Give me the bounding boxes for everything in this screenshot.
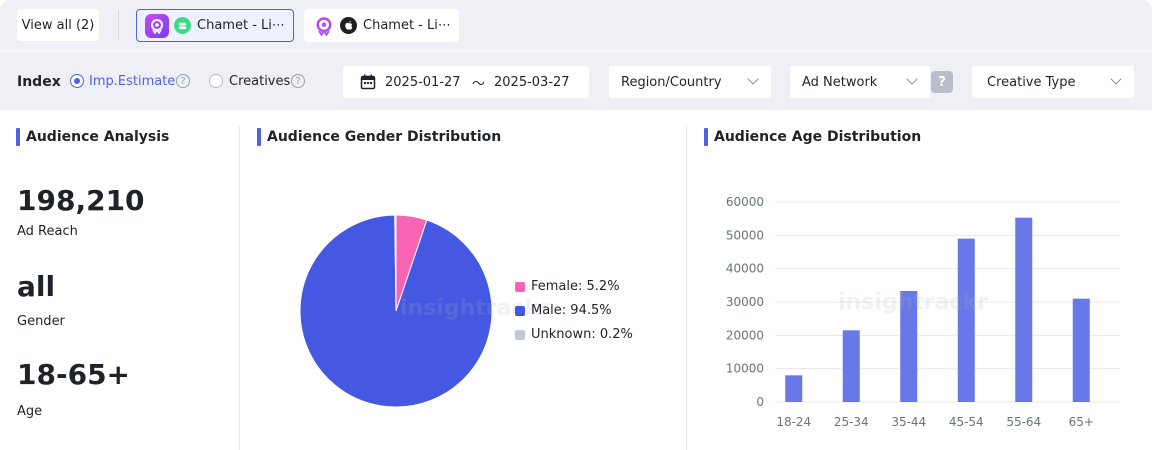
ad-network-select[interactable]: Ad Network	[790, 66, 930, 98]
gender-value: all	[17, 270, 56, 303]
legend-label: Unknown: 0.2%	[531, 327, 633, 342]
watermark: insightrackr	[838, 290, 988, 315]
date-separator: 〜	[472, 76, 486, 92]
x-tick-label: 45-54	[949, 415, 984, 429]
creatives-radio[interactable]	[209, 74, 223, 88]
y-tick-label: 60000	[726, 195, 764, 209]
imp-estimate-label[interactable]: Imp.Estimate	[89, 74, 176, 89]
legend-label: Male: 94.5%	[531, 303, 612, 318]
app-tab-ios[interactable]: Chamet - Li⋯	[304, 9, 459, 42]
y-tick-label: 50000	[726, 228, 764, 242]
app-tab-android[interactable]: Chamet - Li⋯	[136, 9, 294, 42]
age-label: Age	[17, 404, 43, 419]
creatives-label[interactable]: Creatives	[229, 74, 291, 89]
panel-divider	[686, 126, 687, 450]
y-tick-label: 30000	[726, 295, 764, 309]
legend-swatch	[515, 329, 525, 340]
tab-separator	[118, 10, 119, 40]
chevron-down-icon	[1110, 73, 1122, 85]
audience-analysis-title: Audience Analysis	[16, 128, 169, 146]
chevron-down-icon	[747, 73, 759, 85]
ad-reach-label: Ad Reach	[17, 224, 78, 239]
age-bar-chart: 60000 50000 40000 30000 20000 10000 0 18-24 25-3…	[726, 195, 1120, 429]
creative-type-select[interactable]: Creative Type	[972, 66, 1134, 98]
calendar-icon	[360, 74, 376, 94]
legend-swatch	[515, 281, 525, 292]
apple-icon	[340, 17, 357, 34]
legend-female: Female: 5.2%	[515, 279, 620, 294]
ad-reach-value: 198,210	[17, 184, 145, 217]
y-tick-label: 20000	[726, 328, 764, 342]
chevron-down-icon	[906, 73, 918, 85]
ad-network-select-label: Ad Network	[802, 74, 878, 90]
y-tick-label: 10000	[726, 362, 764, 376]
panel-divider	[239, 126, 240, 450]
imp-estimate-radio[interactable]	[70, 74, 84, 88]
bar-45-54	[957, 238, 975, 402]
bar-35-44	[900, 291, 918, 402]
date-range-picker[interactable]: 2025-01-27 〜 2025-03-27	[343, 66, 589, 98]
gender-label: Gender	[17, 314, 65, 329]
view-all-button[interactable]: View all (2)	[17, 9, 99, 41]
help-icon[interactable]: ?	[291, 74, 305, 88]
pie-slice-2	[394, 214, 397, 312]
x-tick-label: 55-64	[1006, 415, 1041, 429]
x-tick-label: 25-34	[834, 415, 869, 429]
y-tick-label: 0	[756, 395, 764, 409]
android-icon	[174, 17, 191, 34]
chamet-app-icon	[145, 13, 169, 38]
legend-unknown: Unknown: 0.2%	[515, 327, 633, 342]
creative-type-select-label: Creative Type	[987, 74, 1076, 90]
age-value: 18-65+	[17, 358, 131, 391]
legend-male: Male: 94.5%	[515, 303, 612, 318]
help-icon[interactable]: ?	[176, 74, 190, 88]
region-select[interactable]: Region/Country	[609, 66, 771, 98]
legend-swatch	[515, 305, 525, 316]
top-bar-divider	[0, 49, 1152, 52]
gender-distribution-title: Audience Gender Distribution	[257, 128, 501, 146]
x-tick-label: 18-24	[776, 415, 811, 429]
age-distribution-title: Audience Age Distribution	[704, 128, 921, 146]
bar-65+	[1072, 298, 1090, 402]
app-tab-label: Chamet - Li⋯	[197, 18, 285, 33]
legend-label: Female: 5.2%	[531, 279, 620, 294]
gender-pie-chart	[299, 214, 493, 408]
bar-18-24	[785, 375, 803, 402]
ad-network-help-button[interactable]: ?	[931, 71, 953, 93]
bar-55-64	[1015, 217, 1033, 402]
x-tick-label: 35-44	[891, 415, 926, 429]
date-end: 2025-03-27	[494, 74, 570, 90]
x-tick-label: 65+	[1069, 415, 1094, 429]
index-label: Index	[17, 74, 61, 90]
date-start: 2025-01-27	[385, 74, 461, 90]
region-select-label: Region/Country	[621, 74, 722, 90]
chamet-app-icon	[312, 13, 336, 38]
app-tab-label: Chamet - Li⋯	[363, 18, 451, 33]
y-tick-label: 40000	[726, 262, 764, 276]
bar-25-34	[842, 330, 860, 402]
